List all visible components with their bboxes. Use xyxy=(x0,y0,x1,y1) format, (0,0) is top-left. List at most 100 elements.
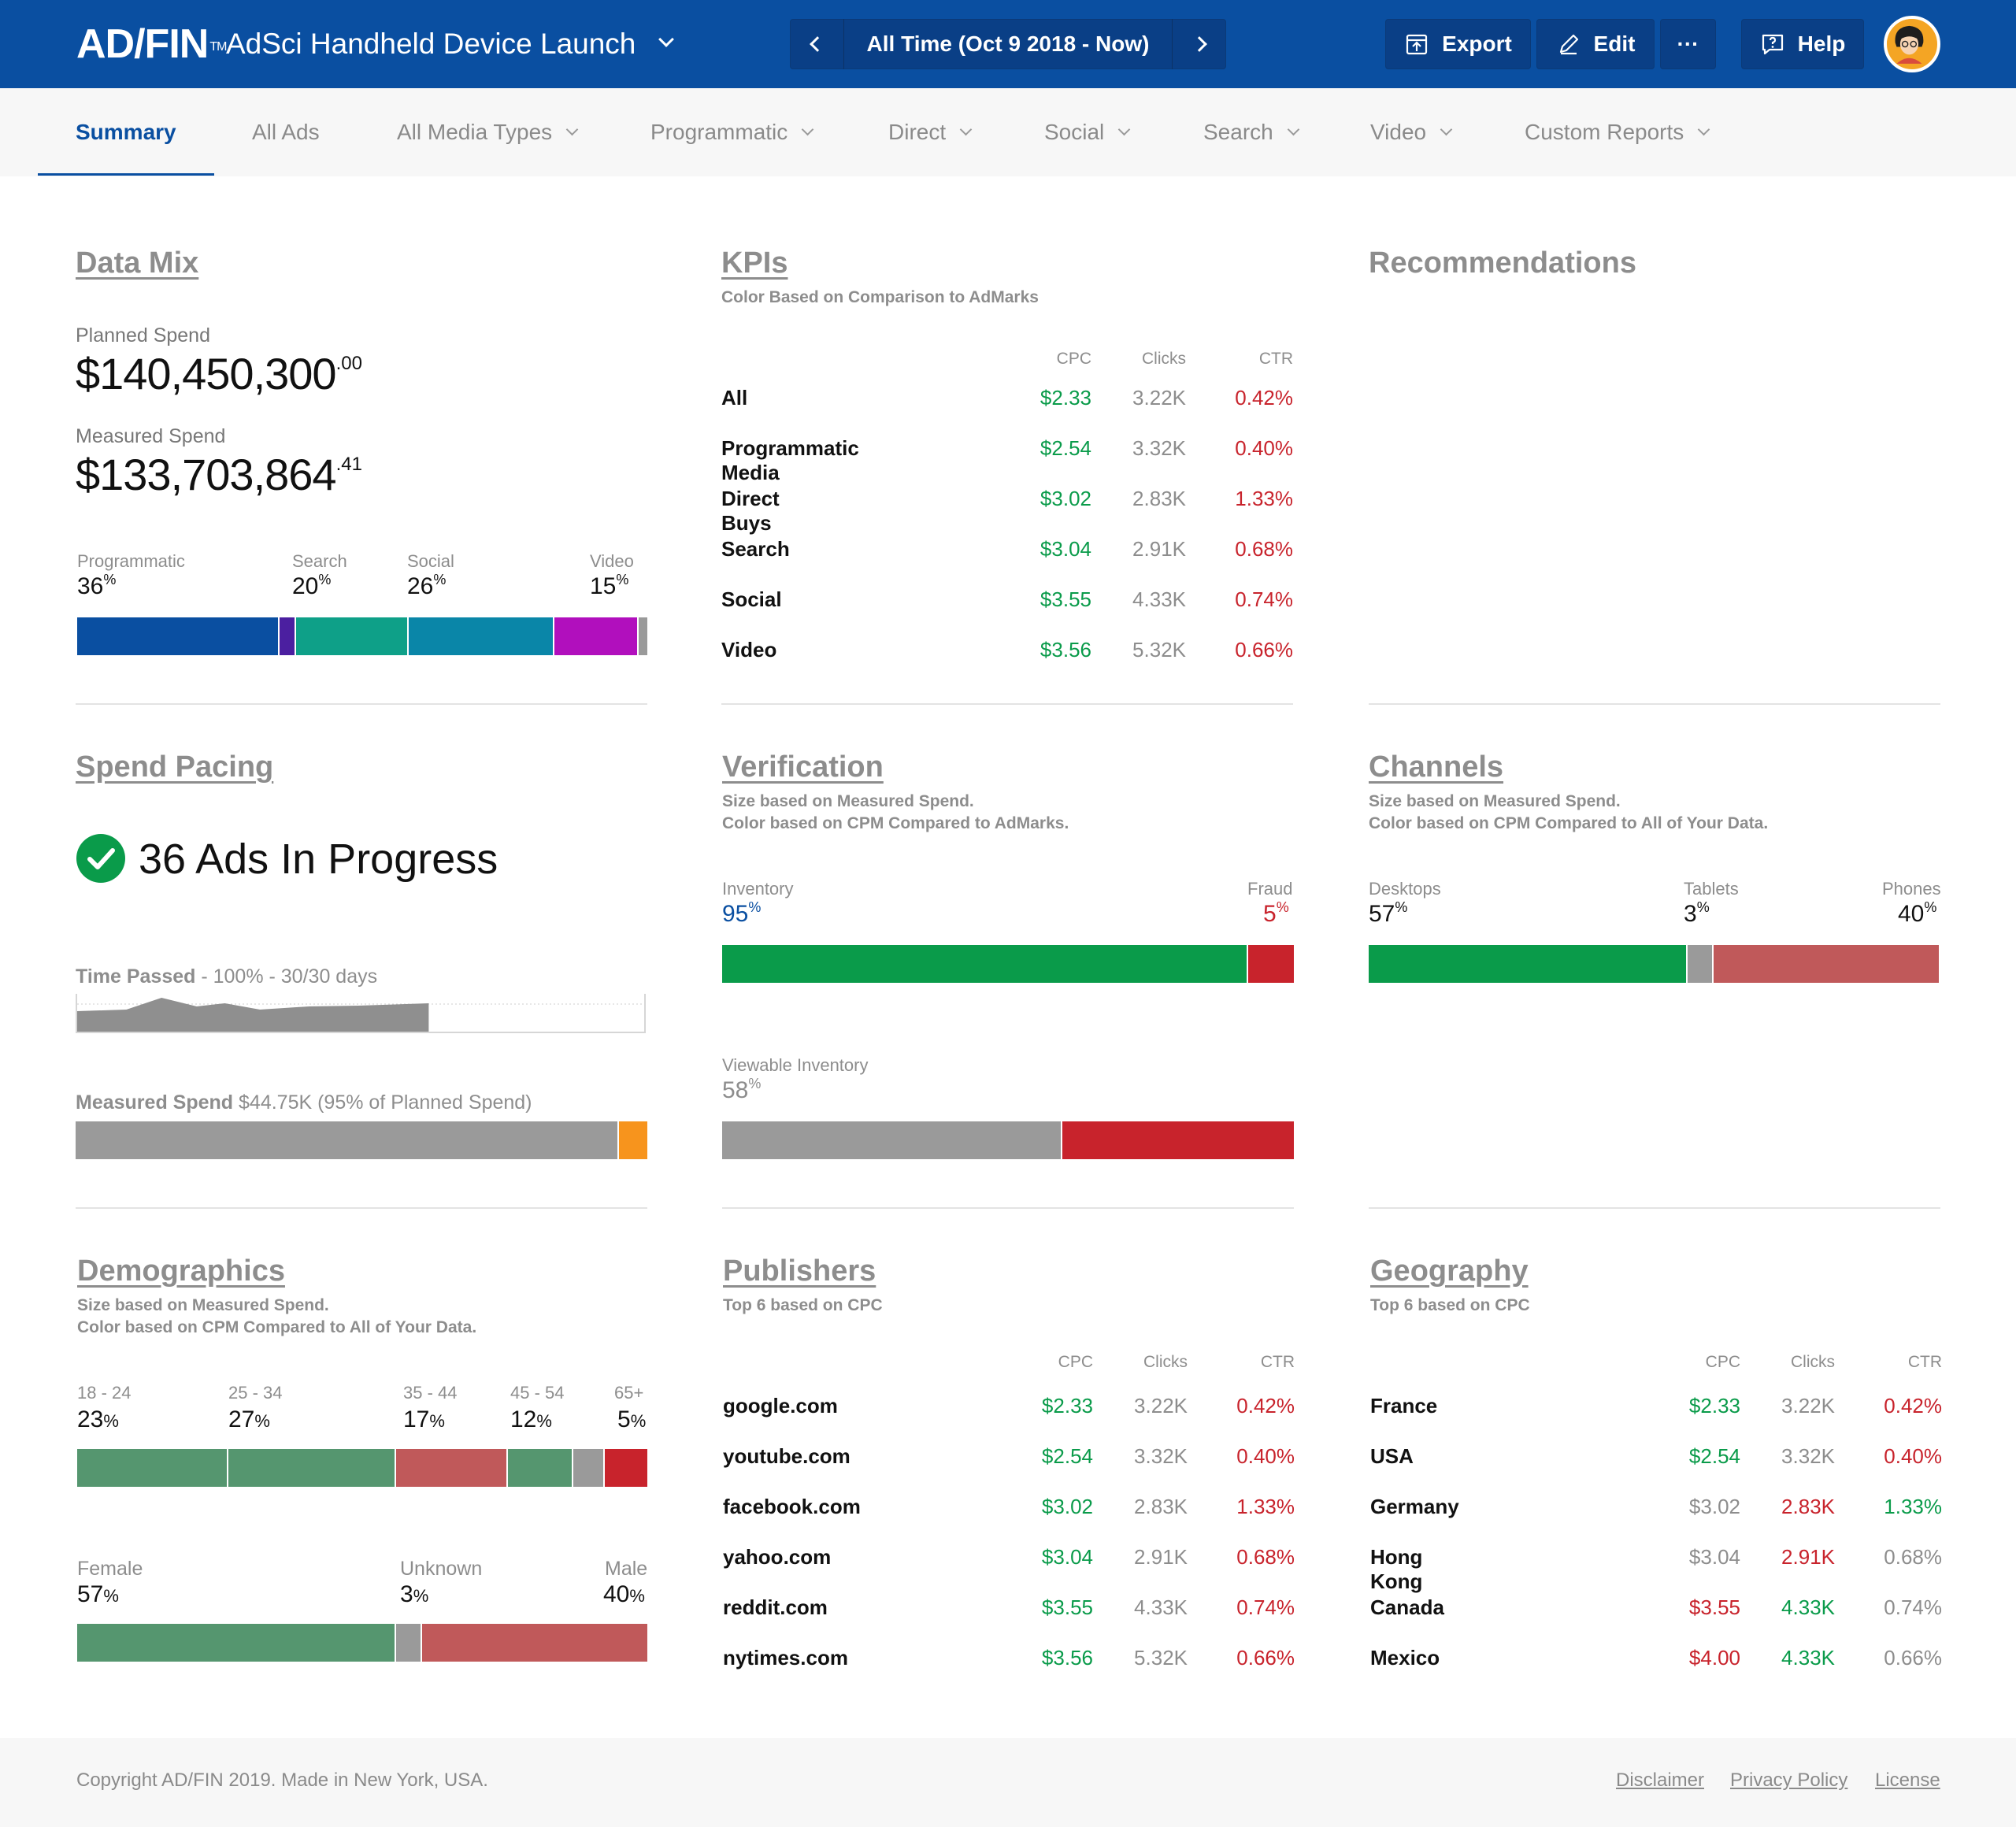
cell-cpc: $3.04 xyxy=(1688,1545,1740,1569)
viewable-inventory-pct: 58% xyxy=(722,1076,762,1103)
mix-pct-video: 15% xyxy=(590,572,629,599)
row-label[interactable]: Programmatic Media xyxy=(721,436,859,484)
data-mix-segment xyxy=(77,617,280,655)
gender-label-female: Female xyxy=(77,1558,143,1580)
cell-cpc: $2.33 xyxy=(1688,1394,1740,1418)
chevron-down-icon xyxy=(801,123,814,135)
column-header: CTR xyxy=(1258,350,1293,368)
edit-button[interactable]: Edit xyxy=(1536,19,1655,69)
channel-segment xyxy=(1714,945,1939,983)
kpis-title[interactable]: KPIs xyxy=(721,246,788,280)
cell-clicks: 3.32K xyxy=(1781,1444,1835,1468)
cell-clicks: 4.33K xyxy=(1781,1595,1835,1619)
tab-programmatic[interactable]: Programmatic xyxy=(650,88,814,176)
tab-direct[interactable]: Direct xyxy=(888,88,973,176)
inventory-segment xyxy=(1247,945,1294,983)
export-button[interactable]: Export xyxy=(1385,19,1531,69)
row-label[interactable]: Canada xyxy=(1370,1595,1444,1619)
spend-pacing-title[interactable]: Spend Pacing xyxy=(76,750,274,784)
active-tab-indicator xyxy=(38,173,214,176)
row-label[interactable]: reddit.com xyxy=(723,1595,828,1619)
row-label[interactable]: yahoo.com xyxy=(723,1545,832,1569)
tab-all-ads[interactable]: All Ads xyxy=(252,120,320,144)
row-label[interactable]: Hong Kong xyxy=(1370,1545,1423,1593)
previous-period-button[interactable] xyxy=(791,19,844,69)
age-pct-18-24: 23% xyxy=(77,1406,119,1432)
time-passed-area xyxy=(77,998,429,1032)
tab-video[interactable]: Video xyxy=(1370,88,1453,176)
chevron-down-icon xyxy=(1440,123,1453,135)
date-range-label[interactable]: All Time (Oct 9 2018 - Now) xyxy=(866,32,1150,56)
age-segment xyxy=(77,1449,228,1487)
mix-pct-search: 20% xyxy=(292,572,332,599)
row-label[interactable]: google.com xyxy=(723,1394,838,1418)
publishers-subtitle: Top 6 based on CPC xyxy=(723,1296,883,1314)
mix-pct-social: 26% xyxy=(407,572,447,599)
cell-ctr: 1.33% xyxy=(1884,1495,1942,1518)
tab-custom-reports[interactable]: Custom Reports xyxy=(1525,88,1710,176)
row-label[interactable]: youtube.com xyxy=(723,1444,850,1468)
app-logo[interactable]: AD/FIN TM xyxy=(76,21,227,67)
row-label[interactable]: Germany xyxy=(1370,1495,1459,1518)
gender-label-unknown: Unknown xyxy=(400,1558,483,1580)
user-avatar[interactable] xyxy=(1884,16,1940,72)
row-label[interactable]: facebook.com xyxy=(723,1495,861,1518)
data-mix-segment xyxy=(279,617,297,655)
age-segment xyxy=(604,1449,647,1487)
gender-label-male: Male xyxy=(605,1558,648,1580)
tab-search[interactable]: Search xyxy=(1203,88,1299,176)
viewable-segment xyxy=(722,1121,1062,1159)
cell-ctr: 0.40% xyxy=(1236,1444,1295,1468)
data-mix-title[interactable]: Data Mix xyxy=(76,246,199,280)
disclaimer-link[interactable]: Disclaimer xyxy=(1616,1770,1705,1791)
license-link[interactable]: License xyxy=(1875,1770,1940,1791)
measured-spend-label: Measured Spend xyxy=(76,425,226,447)
row-label[interactable]: Direct Buys xyxy=(721,487,780,535)
publishers-title[interactable]: Publishers xyxy=(723,1254,876,1288)
row-label[interactable]: Social xyxy=(721,587,782,611)
tab-social[interactable]: Social xyxy=(1044,88,1131,176)
inventory-segment xyxy=(722,945,1248,983)
channels-title[interactable]: Channels xyxy=(1369,750,1504,784)
more-options-button[interactable]: ··· xyxy=(1660,19,1716,69)
cell-ctr: 0.66% xyxy=(1884,1646,1942,1670)
privacy-policy-link[interactable]: Privacy Policy xyxy=(1730,1770,1848,1791)
age-label-65-plus: 65+ xyxy=(614,1383,644,1403)
chevron-down-icon xyxy=(959,123,973,135)
cell-ctr: 0.42% xyxy=(1884,1394,1942,1418)
cell-ctr: 1.33% xyxy=(1236,1495,1295,1518)
gender-segment xyxy=(396,1624,423,1662)
row-label[interactable]: Search xyxy=(721,537,790,561)
channel-pct-tablets: 3% xyxy=(1684,899,1710,927)
cell-clicks: 3.32K xyxy=(1132,436,1186,460)
gender-pct-male: 40% xyxy=(603,1581,645,1607)
measured-spend-pacing-label: Measured Spend $44.75K (95% of Planned S… xyxy=(76,1091,532,1114)
channel-pct-desktops: 57% xyxy=(1369,899,1408,927)
project-selector[interactable]: AdSci Handheld Device Launch xyxy=(226,28,675,60)
age-segment xyxy=(396,1449,508,1487)
row-label[interactable]: USA xyxy=(1370,1444,1414,1468)
verification-title[interactable]: Verification xyxy=(722,750,884,784)
viewable-inventory-bar xyxy=(722,1121,1294,1159)
project-title: AdSci Handheld Device Launch xyxy=(226,28,636,60)
demographics-title[interactable]: Demographics xyxy=(77,1254,285,1288)
geography-title[interactable]: Geography xyxy=(1370,1254,1529,1288)
cell-ctr: 0.74% xyxy=(1236,1595,1295,1619)
cell-cpc: $3.02 xyxy=(1041,1495,1093,1518)
tab-all-media-types[interactable]: All Media Types xyxy=(397,88,579,176)
row-label[interactable]: France xyxy=(1370,1394,1438,1418)
divider xyxy=(721,703,1293,705)
cell-cpc: $4.00 xyxy=(1688,1646,1740,1670)
avatar-icon xyxy=(1887,19,1932,64)
pencil-icon xyxy=(1559,34,1578,55)
next-period-button[interactable] xyxy=(1172,19,1225,69)
row-label[interactable]: nytimes.com xyxy=(723,1646,848,1670)
tab-summary[interactable]: Summary xyxy=(76,120,176,144)
row-label[interactable]: All xyxy=(721,386,748,410)
row-label[interactable]: Mexico xyxy=(1370,1646,1440,1670)
cell-cpc: $2.54 xyxy=(1688,1444,1740,1468)
row-label[interactable]: Video xyxy=(721,638,777,662)
help-button[interactable]: Help xyxy=(1741,19,1864,69)
ads-in-progress: 36 Ads In Progress xyxy=(139,836,498,883)
divider xyxy=(1369,703,1940,705)
